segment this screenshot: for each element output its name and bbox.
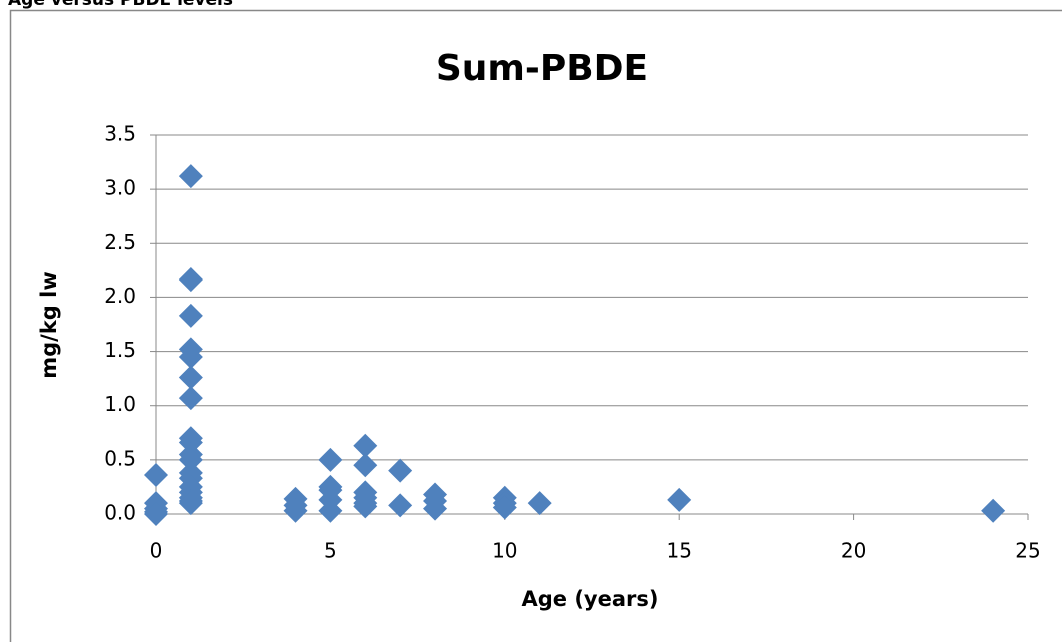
data-point bbox=[144, 502, 168, 526]
data-point bbox=[981, 498, 1006, 523]
data-point bbox=[388, 493, 413, 518]
data-point bbox=[353, 433, 378, 458]
y-tick-label: 1.5 bbox=[104, 338, 136, 362]
data-point bbox=[178, 164, 203, 189]
data-point bbox=[178, 268, 203, 293]
y-tick-label: 2.0 bbox=[104, 284, 136, 308]
page-heading: Age versus PBDE levels bbox=[8, 0, 233, 10]
y-axis-label: mg/kg lw bbox=[37, 271, 61, 379]
data-point bbox=[423, 496, 448, 521]
data-point bbox=[178, 447, 203, 472]
y-tick-label: 0.0 bbox=[104, 501, 136, 525]
data-point bbox=[178, 344, 203, 369]
data-point bbox=[353, 453, 378, 478]
y-tick-label: 3.5 bbox=[104, 122, 136, 146]
x-tick-label: 20 bbox=[841, 539, 866, 563]
x-tick-label: 25 bbox=[1015, 539, 1040, 563]
x-tick-label: 10 bbox=[492, 539, 517, 563]
data-point bbox=[178, 491, 203, 516]
x-tick-label: 0 bbox=[150, 539, 163, 563]
data-point bbox=[667, 487, 692, 512]
data-point bbox=[318, 447, 343, 472]
data-point bbox=[388, 458, 413, 483]
y-tick-label: 1.0 bbox=[104, 392, 136, 416]
data-point bbox=[318, 498, 343, 523]
data-point bbox=[178, 386, 203, 411]
data-point bbox=[178, 365, 203, 390]
data-point bbox=[144, 463, 168, 488]
y-tick-label: 0.5 bbox=[104, 446, 136, 470]
data-point bbox=[492, 495, 517, 520]
y-tick-label: 3.0 bbox=[104, 176, 136, 200]
x-tick-label: 5 bbox=[324, 539, 337, 563]
data-point bbox=[527, 491, 552, 516]
data-point bbox=[283, 498, 308, 523]
data-point bbox=[178, 303, 203, 328]
y-tick-label: 2.5 bbox=[104, 230, 136, 254]
chart-border bbox=[9, 9, 1062, 642]
chart-title: Sum-PBDE bbox=[436, 48, 648, 89]
x-tick-label: 15 bbox=[666, 539, 691, 563]
data-point bbox=[353, 494, 378, 519]
x-axis-label: Age (years) bbox=[522, 587, 659, 611]
